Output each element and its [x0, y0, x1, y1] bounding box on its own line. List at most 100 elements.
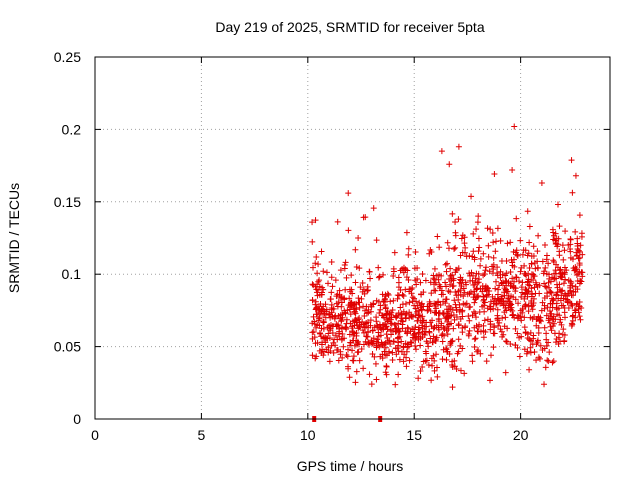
- data-point: [526, 336, 533, 343]
- data-point: [361, 329, 368, 336]
- data-point: [431, 367, 438, 374]
- data-point: [345, 346, 352, 353]
- data-point: [553, 291, 560, 298]
- data-point: [479, 288, 486, 295]
- data-point: [485, 253, 492, 260]
- data-point: [509, 262, 516, 269]
- data-point: [475, 292, 482, 299]
- data-point: [395, 371, 402, 378]
- data-point: [553, 235, 560, 242]
- data-point: [502, 369, 509, 376]
- data-point: [545, 358, 552, 365]
- data-point: [462, 244, 469, 251]
- data-point: [522, 247, 529, 254]
- data-point: [444, 310, 451, 317]
- data-point: [334, 336, 341, 343]
- data-point: [382, 321, 389, 328]
- data-point: [333, 347, 340, 354]
- data-point: [318, 325, 325, 332]
- data-point: [358, 295, 365, 302]
- x-tick-label: 5: [198, 427, 206, 443]
- data-point: [576, 260, 583, 267]
- data-point: [471, 324, 478, 331]
- data-point: [493, 238, 500, 245]
- data-point: [521, 302, 528, 309]
- data-point: [449, 210, 456, 217]
- data-point: [406, 299, 413, 306]
- data-point: [453, 292, 460, 299]
- data-point: [546, 349, 553, 356]
- data-point: [432, 309, 439, 316]
- data-point: [463, 253, 470, 260]
- data-point: [543, 312, 550, 319]
- data-point: [566, 288, 573, 295]
- data-point: [396, 356, 403, 363]
- data-point: [414, 264, 421, 271]
- data-point: [312, 260, 319, 267]
- data-point: [309, 219, 316, 226]
- data-point: [309, 352, 316, 359]
- data-point: [400, 358, 407, 365]
- data-point: [497, 300, 504, 307]
- data-point: [466, 317, 473, 324]
- data-point: [471, 281, 478, 288]
- data-point: [400, 343, 407, 350]
- data-point: [527, 329, 534, 336]
- data-point: [390, 338, 397, 345]
- data-point: [328, 289, 335, 296]
- data-point: [452, 269, 459, 276]
- data-point: [568, 301, 575, 308]
- data-point: [349, 347, 356, 354]
- x-tick-label: 0: [91, 427, 99, 443]
- data-point: [346, 331, 353, 338]
- data-point: [534, 248, 541, 255]
- data-point: [557, 316, 564, 323]
- data-point: [510, 248, 517, 255]
- data-point: [454, 350, 461, 357]
- data-point: [445, 245, 452, 252]
- data-point: [343, 351, 350, 358]
- data-point: [474, 285, 481, 292]
- data-point: [443, 314, 450, 321]
- data-point: [445, 325, 452, 332]
- y-tick-label: 0.05: [54, 339, 81, 355]
- data-point: [459, 276, 466, 283]
- data-point: [313, 254, 320, 261]
- data-point: [460, 300, 467, 307]
- data-point: [569, 321, 576, 328]
- data-point: [483, 358, 490, 365]
- data-point: [363, 303, 370, 310]
- axis-ticks: 0 5 10 15 20 0 0.05 0.1 0.15 0.2 0.25: [54, 49, 610, 443]
- data-point: [320, 352, 327, 359]
- data-point: [530, 243, 537, 250]
- data-point: [475, 213, 482, 220]
- data-point: [483, 294, 490, 301]
- data-point: [356, 265, 363, 272]
- data-point: [356, 357, 363, 364]
- data-point: [530, 271, 537, 278]
- data-point: [423, 338, 430, 345]
- data-point: [446, 161, 453, 168]
- data-point: [395, 320, 402, 327]
- data-point: [356, 319, 363, 326]
- data-point: [548, 327, 555, 334]
- data-point: [404, 341, 411, 348]
- data-point: [539, 258, 546, 265]
- data-point: [310, 282, 317, 289]
- data-point: [320, 268, 327, 275]
- data-point: [552, 241, 559, 248]
- data-point: [446, 351, 453, 358]
- data-point: [489, 263, 496, 270]
- data-point: [474, 328, 481, 335]
- data-point: [516, 314, 523, 320]
- data-point: [547, 323, 554, 330]
- data-point: [505, 292, 512, 299]
- data-point: [428, 377, 435, 384]
- data-point: [562, 228, 569, 235]
- data-point: [415, 336, 422, 343]
- data-point: [541, 324, 548, 331]
- data-point: [367, 275, 374, 282]
- data-point: [576, 277, 583, 284]
- data-point: [531, 348, 538, 355]
